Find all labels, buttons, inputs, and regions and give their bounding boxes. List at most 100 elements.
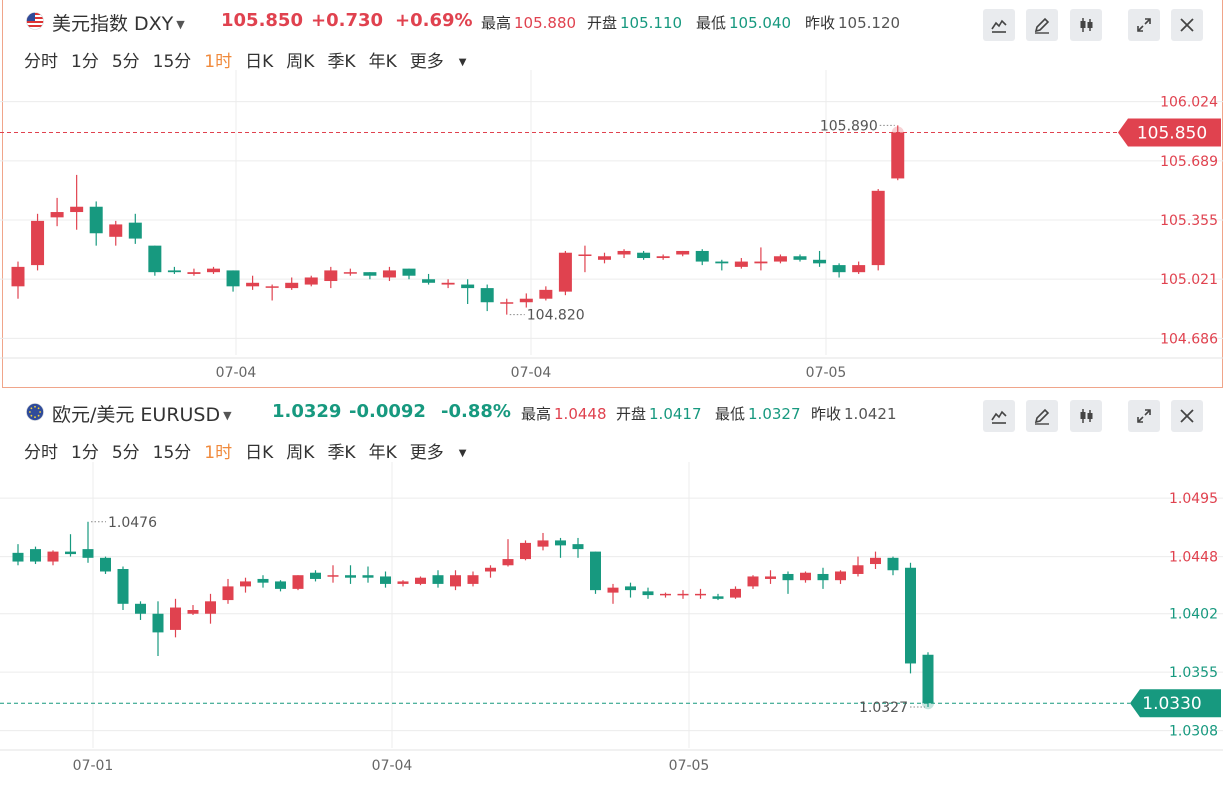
undefined-candle-body [625, 586, 636, 591]
undefined-candle-body [835, 571, 846, 581]
undefined-candle-body [558, 252, 572, 292]
undefined-x-tick-label: 07-04 [372, 758, 413, 774]
undefined-candle-body [537, 540, 549, 547]
undefined-y-tick-label: 1.0308 [1169, 724, 1218, 740]
undefined-x-tick-label: 07-01 [73, 758, 114, 774]
undefined-candle-body [257, 578, 269, 583]
eurusd-prev: 昨收 1.0421 [811, 405, 897, 423]
undefined-candle-body [656, 256, 670, 259]
tab-1m[interactable]: 1分 [71, 52, 99, 72]
undefined-candle-body [148, 245, 162, 273]
eurusd-candlestick-chart[interactable]: 1.0495 1.0448 1.0402 1.0355 1.0308 07-01 07-04… [0, 391, 1223, 787]
undefined-candle-body [343, 272, 357, 274]
eu-flag-icon [26, 403, 44, 421]
eurusd-title[interactable]: 欧元/美元 EURUSD ▼ [52, 400, 232, 427]
undefined-x-tick-label: 07-05 [806, 365, 847, 381]
dxy-panel: 美元指数 DXY ▼ 105.850 +0.730 +0.69% 最高 105.880… [0, 0, 1223, 389]
undefined-candle-body [891, 132, 905, 179]
tab-more[interactable]: 更多 ▼ [409, 52, 467, 72]
tab-week[interactable]: 周K [286, 52, 315, 72]
dxy-interval-tabs: 分时 1分 5分 15分 1时 日K 周K 季K 年K 更多 ▼ [24, 47, 479, 72]
dxy-caret-down-icon[interactable]: ▼ [176, 18, 185, 31]
dxy-candlestick-chart[interactable]: 106.024 105.689 105.355 105.021 104.686 07-04… [0, 0, 1223, 389]
tab-more[interactable]: 更多 ▼ [409, 443, 467, 463]
eurusd-header: 欧元/美元 EURUSD ▼ 1.0329 -0.0092 -0.88% 最高 1.0… [0, 391, 1223, 432]
undefined-candle-body [363, 272, 377, 276]
undefined-min-annotation: 1.0327 [859, 700, 908, 716]
undefined-candle-body [285, 282, 299, 289]
dxy-name: 美元指数 [52, 13, 129, 35]
dxy-toolbar [983, 9, 1223, 43]
undefined-candle-body [520, 542, 531, 560]
undefined-candle-body [89, 206, 103, 234]
expand-icon[interactable] [1128, 9, 1160, 41]
undefined-candle-body [572, 544, 584, 550]
tab-quarter[interactable]: 季K [327, 52, 356, 72]
undefined-y-tick-label: 106.024 [1160, 95, 1218, 111]
undefined-candle-body [50, 212, 64, 218]
undefined-candle-body [765, 576, 776, 579]
undefined-candle-body [793, 256, 807, 260]
expand-icon[interactable] [1128, 400, 1160, 432]
undefined-candle-body [327, 575, 339, 577]
tab-year[interactable]: 年K [368, 443, 397, 463]
undefined-candle-body [607, 587, 619, 593]
dxy-header: 美元指数 DXY ▼ 105.850 +0.730 +0.69% 最高 105.880… [0, 0, 1223, 43]
tab-1h[interactable]: 1时 [204, 52, 233, 72]
undefined-candle-body [152, 613, 164, 633]
undefined-max-annotation: 105.890 [820, 118, 878, 134]
eurusd-caret-down-icon[interactable]: ▼ [223, 409, 232, 422]
undefined-candle-body [265, 286, 279, 288]
tab-5m[interactable]: 5分 [111, 52, 140, 72]
tab-timeshare[interactable]: 分时 [24, 52, 58, 72]
tab-15m[interactable]: 15分 [152, 52, 192, 72]
close-icon[interactable] [1171, 9, 1203, 41]
candlestick-icon[interactable] [1070, 400, 1102, 432]
undefined-candle-body [65, 551, 76, 555]
eurusd-panel: 欧元/美元 EURUSD ▼ 1.0329 -0.0092 -0.88% 最高 1.0… [0, 391, 1223, 787]
pen-icon[interactable] [1026, 9, 1058, 41]
undefined-candle-body [461, 284, 475, 289]
close-icon[interactable] [1171, 400, 1203, 432]
tab-5m[interactable]: 5分 [111, 443, 140, 463]
undefined-candle-body [382, 270, 396, 278]
undefined-candle-body [782, 573, 794, 581]
undefined-candle-body [362, 575, 374, 578]
undefined-candle-body [578, 254, 592, 256]
tab-year[interactable]: 年K [368, 52, 397, 72]
tab-day[interactable]: 日K [245, 52, 274, 72]
undefined-candle-body [852, 265, 866, 273]
eurusd-low: 最低 1.0327 [715, 405, 801, 423]
undefined-candle-body [598, 256, 611, 260]
undefined-candle-body [734, 261, 748, 267]
undefined-y-tick-label: 1.0355 [1169, 665, 1218, 681]
line-chart-icon[interactable] [983, 9, 1015, 41]
undefined-candle-body [397, 581, 409, 584]
tab-day[interactable]: 日K [245, 443, 274, 463]
dxy-title[interactable]: 美元指数 DXY ▼ [52, 9, 185, 36]
undefined-last-price-glow [922, 697, 934, 710]
undefined-candle-body [695, 250, 709, 262]
undefined-y-tick-label: 105.355 [1160, 213, 1218, 229]
tab-quarter[interactable]: 季K [327, 443, 356, 463]
tab-1m[interactable]: 1分 [71, 443, 99, 463]
undefined-candle-body [642, 591, 654, 596]
tab-1h[interactable]: 1时 [204, 443, 233, 463]
undefined-candle-body [555, 540, 566, 546]
undefined-candle-body [590, 551, 601, 591]
undefined-candle-body [519, 298, 533, 303]
line-chart-icon[interactable] [983, 400, 1015, 432]
candlestick-icon[interactable] [1070, 9, 1102, 41]
undefined-candle-body [117, 569, 129, 604]
undefined-candle-body [870, 557, 881, 565]
tab-15m[interactable]: 15分 [152, 443, 192, 463]
undefined-candle-body [730, 588, 741, 598]
dxy-symbol: DXY [134, 13, 174, 35]
undefined-candle-body [275, 581, 286, 589]
tab-timeshare[interactable]: 分时 [24, 443, 58, 463]
eurusd-name: 欧元/美元 [52, 404, 135, 426]
undefined-candle-body [800, 572, 811, 581]
undefined-candle-body [205, 601, 216, 614]
tab-week[interactable]: 周K [286, 443, 315, 463]
pen-icon[interactable] [1026, 400, 1058, 432]
